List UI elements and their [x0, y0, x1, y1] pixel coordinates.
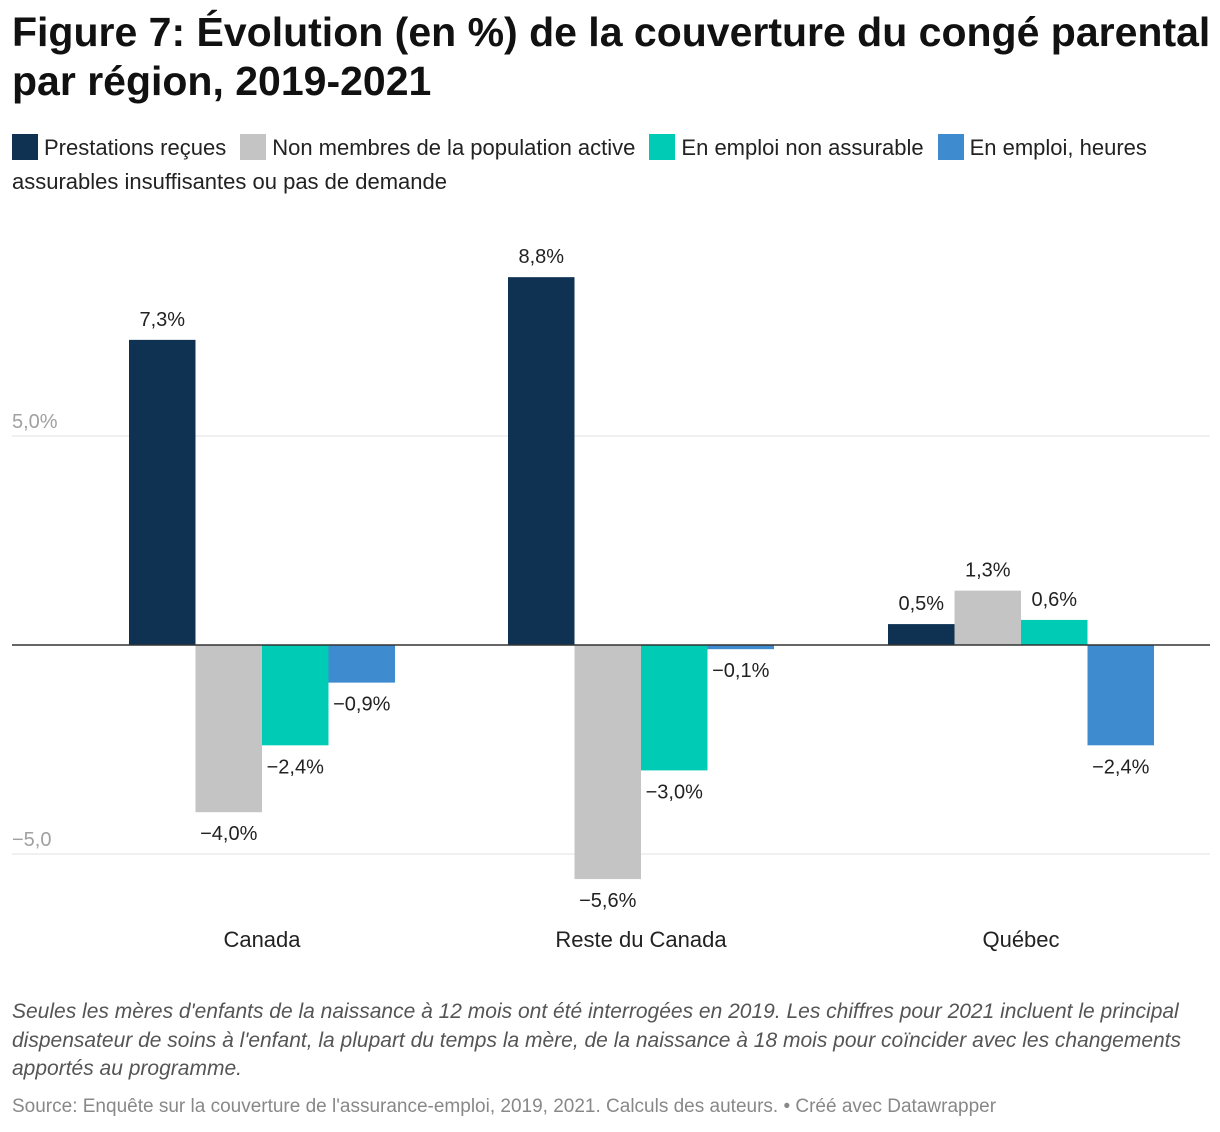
legend-item: En emploi non assurable	[649, 134, 924, 160]
legend-label: Non membres de la population active	[272, 135, 636, 160]
data-label: −2,4%	[267, 756, 324, 778]
legend-swatch	[240, 134, 267, 160]
chart-source: Source: Enquête sur la couverture de l'a…	[12, 1096, 997, 1117]
bar	[328, 645, 395, 683]
x-tick-label: Reste du Canada	[555, 927, 727, 952]
data-label: −3,0%	[646, 781, 703, 803]
legend-swatch	[12, 134, 38, 160]
legend-item: Non membres de la population active	[240, 134, 636, 160]
y-tick-label: 5,0%	[12, 411, 58, 433]
bar	[888, 624, 955, 645]
bar	[1087, 645, 1154, 746]
legend-swatch	[937, 134, 964, 160]
data-label: 7,3%	[139, 309, 185, 331]
data-label: 1,3%	[965, 560, 1011, 582]
bar	[129, 339, 196, 645]
bar	[707, 645, 774, 650]
chart-notes: Seules les mères d'enfants de la naissan…	[12, 1000, 1182, 1080]
bar	[1021, 619, 1088, 645]
bar	[508, 277, 575, 645]
data-label: −5,6%	[579, 890, 636, 912]
data-label: −0,9%	[333, 694, 390, 716]
x-tick-label: Québec	[982, 927, 1059, 952]
legend-swatch	[649, 134, 676, 160]
bar-chart: 5,0% −5,0 7,3% 8,8% 0,5% −4,0% −5,6% 1,3% −2,4% −…	[12, 246, 1210, 952]
bar	[954, 590, 1021, 645]
y-tick-label: −5,0	[12, 829, 51, 851]
chart-legend: Prestations reçues Non membres de la popu…	[12, 131, 1210, 199]
data-label: −0,1%	[712, 660, 769, 682]
bar	[195, 645, 262, 813]
data-label: −4,0%	[200, 823, 257, 845]
x-tick-label: Canada	[223, 927, 301, 952]
legend-label: En emploi, heures assurables insuffisant…	[12, 135, 1147, 194]
chart-title: Figure 7: Évolution (en %) de la couvert…	[12, 9, 1211, 104]
bar	[641, 645, 708, 771]
bar	[574, 645, 641, 880]
legend-item: En emploi, heures assurables insuffisant…	[12, 134, 1147, 194]
data-label: −2,4%	[1092, 756, 1149, 778]
legend-label: Prestations reçues	[44, 135, 227, 160]
data-label: 0,5%	[898, 593, 944, 615]
legend-label: En emploi non assurable	[681, 135, 924, 160]
legend-item: Prestations reçues	[12, 134, 227, 160]
data-label: 8,8%	[518, 246, 564, 268]
bar	[262, 645, 329, 746]
data-label: 0,6%	[1031, 589, 1077, 611]
